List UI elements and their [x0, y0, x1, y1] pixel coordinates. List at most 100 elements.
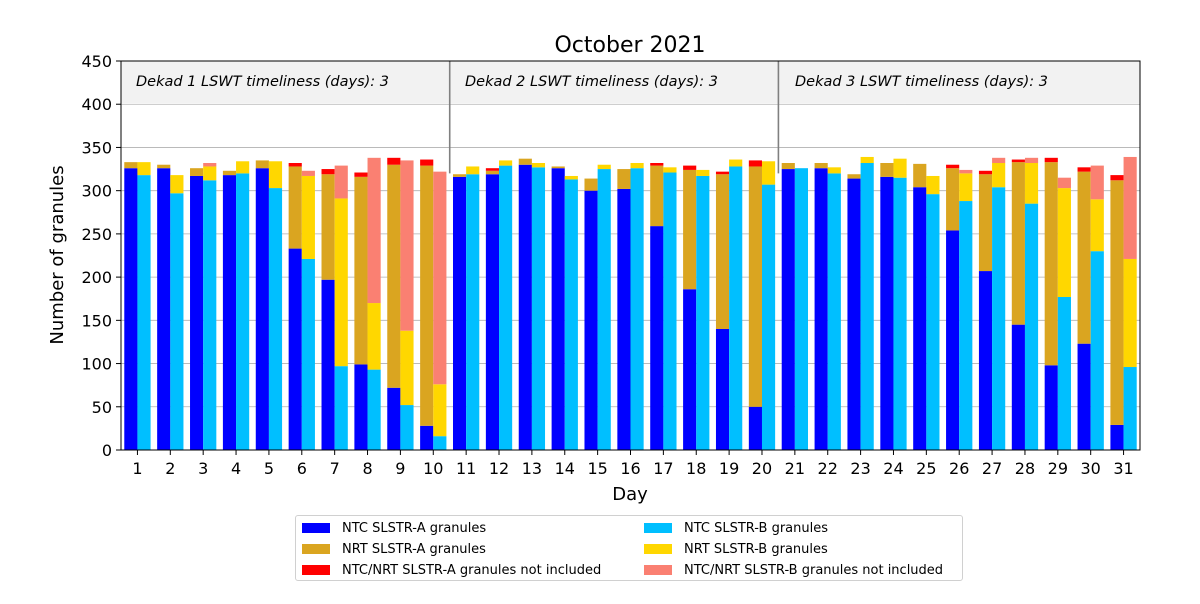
bar-ntc-nrt-slstr-b-granules-not-included-day-27	[992, 157, 1006, 164]
bar-nrt-slstr-b-granules-day-30	[1090, 199, 1104, 252]
bar-ntc-slstr-b-granules-day-7	[334, 366, 348, 450]
bar-ntc-nrt-slstr-a-granules-not-included-day-8	[354, 172, 368, 177]
bar-ntc-slstr-b-granules-day-20	[761, 184, 776, 451]
bar-ntc-slstr-a-granules-day-28	[1011, 324, 1025, 450]
legend-label: NTC/NRT SLSTR-B granules not included	[684, 562, 944, 578]
x-tick-label: 1	[132, 459, 142, 478]
bar-ntc-nrt-slstr-b-granules-not-included-day-29	[1057, 177, 1071, 189]
legend-label: NRT SLSTR-A granules	[342, 541, 486, 557]
bar-nrt-slstr-a-granules-day-7	[321, 174, 335, 280]
y-tick-label: 250	[81, 225, 112, 244]
x-tick-label: 31	[1113, 459, 1133, 478]
bar-ntc-slstr-a-granules-day-8	[354, 364, 368, 450]
bar-ntc-slstr-b-granules-day-24	[893, 177, 907, 450]
bar-nrt-slstr-a-granules-day-23	[847, 174, 861, 179]
bar-nrt-slstr-b-granules-day-12	[499, 160, 513, 166]
y-tick-label: 450	[81, 52, 112, 71]
legend-label: NTC SLSTR-A granules	[342, 520, 487, 536]
bar-ntc-slstr-a-granules-day-17	[650, 226, 664, 450]
bar-ntc-slstr-b-granules-day-28	[1024, 203, 1039, 450]
bar-ntc-slstr-b-granules-day-8	[367, 369, 381, 450]
bar-nrt-slstr-a-granules-day-5	[255, 160, 269, 169]
bar-ntc-slstr-b-granules-day-4	[236, 173, 250, 450]
bar-ntc-slstr-b-granules-day-23	[860, 163, 874, 450]
bar-nrt-slstr-a-granules-day-25	[913, 163, 927, 188]
bar-nrt-slstr-a-granules-day-30	[1077, 171, 1091, 344]
bar-nrt-slstr-b-granules-day-29	[1057, 188, 1071, 297]
bar-ntc-slstr-a-granules-day-31	[1110, 424, 1124, 450]
legend-swatch	[644, 523, 672, 533]
x-tick-label: 19	[719, 459, 739, 478]
legend-swatch	[644, 544, 672, 554]
bar-nrt-slstr-b-granules-day-19	[729, 159, 743, 167]
dekad-1-annotation: Dekad 1 LSWT timeliness (days): 3	[136, 74, 389, 90]
bar-ntc-nrt-slstr-b-granules-not-included-day-28	[1024, 157, 1039, 164]
bar-nrt-slstr-b-granules-day-1	[137, 162, 151, 176]
legend-label: NTC SLSTR-B granules	[684, 520, 829, 536]
y-tick-label: 300	[81, 182, 112, 201]
legend-swatch	[302, 565, 330, 575]
x-tick-label: 27	[982, 459, 1002, 478]
bar-ntc-slstr-b-granules-day-17	[663, 172, 677, 450]
x-tick-label: 2	[165, 459, 175, 478]
x-tick-label: 9	[395, 459, 405, 478]
bar-ntc-slstr-a-granules-day-30	[1077, 343, 1091, 450]
bar-ntc-slstr-a-granules-day-10	[420, 425, 434, 450]
bar-ntc-slstr-a-granules-day-15	[584, 190, 598, 450]
bar-ntc-slstr-b-granules-day-12	[499, 165, 513, 450]
x-tick-label: 15	[587, 459, 607, 478]
legend-item-ntc-b: NTC SLSTR-B granules	[644, 519, 828, 537]
bar-nrt-slstr-b-granules-day-4	[236, 161, 250, 174]
y-tick-label: 50	[92, 398, 112, 417]
bar-nrt-slstr-a-granules-day-27	[978, 174, 993, 272]
bar-ntc-nrt-slstr-a-granules-not-included-day-20	[748, 160, 762, 167]
bar-nrt-slstr-a-granules-day-2	[157, 164, 171, 169]
bar-ntc-slstr-b-granules-day-16	[630, 168, 644, 451]
bar-ntc-slstr-b-granules-day-14	[564, 179, 578, 450]
x-tick-label: 13	[522, 459, 542, 478]
bar-ntc-slstr-a-granules-day-2	[157, 168, 171, 451]
bar-nrt-slstr-a-granules-day-22	[814, 163, 828, 169]
bar-ntc-nrt-slstr-a-granules-not-included-day-26	[946, 164, 960, 169]
bar-nrt-slstr-a-granules-day-26	[946, 168, 960, 231]
bar-nrt-slstr-a-granules-day-18	[683, 169, 697, 290]
bar-ntc-slstr-b-granules-day-31	[1123, 367, 1137, 450]
bar-nrt-slstr-b-granules-day-27	[992, 163, 1006, 188]
bar-nrt-slstr-a-granules-day-31	[1110, 180, 1124, 425]
bar-ntc-slstr-b-granules-day-11	[466, 174, 480, 450]
bar-nrt-slstr-b-granules-day-24	[893, 158, 907, 178]
bar-ntc-nrt-slstr-a-granules-not-included-day-29	[1044, 157, 1058, 163]
bar-ntc-nrt-slstr-b-granules-not-included-day-10	[433, 171, 447, 385]
bar-ntc-nrt-slstr-a-granules-not-included-day-10	[420, 159, 434, 166]
bar-nrt-slstr-a-granules-day-21	[781, 163, 795, 170]
bar-ntc-nrt-slstr-b-granules-not-included-day-3	[203, 163, 217, 167]
x-tick-label: 11	[456, 459, 476, 478]
bar-nrt-slstr-b-granules-day-14	[564, 175, 578, 180]
bar-ntc-nrt-slstr-a-granules-not-included-day-31	[1110, 175, 1124, 181]
bar-nrt-slstr-b-granules-day-6	[301, 175, 315, 259]
y-tick-label: 100	[81, 355, 112, 374]
legend-label: NTC/NRT SLSTR-A granules not included	[342, 562, 602, 578]
bar-ntc-nrt-slstr-a-granules-not-included-day-30	[1077, 167, 1091, 172]
bar-ntc-slstr-a-granules-day-9	[387, 387, 401, 450]
dekad-3-annotation: Dekad 3 LSWT timeliness (days): 3	[795, 74, 1048, 90]
y-axis-label: Number of granules	[47, 165, 68, 344]
legend-item-excluded-b: NTC/NRT SLSTR-B granules not included	[644, 561, 943, 579]
bar-ntc-slstr-a-granules-day-24	[880, 176, 894, 450]
bar-ntc-slstr-a-granules-day-29	[1044, 365, 1058, 450]
bar-nrt-slstr-a-granules-day-16	[617, 169, 631, 189]
bar-nrt-slstr-b-granules-day-28	[1024, 163, 1039, 204]
x-tick-label: 7	[330, 459, 340, 478]
bar-ntc-slstr-b-granules-day-1	[137, 175, 151, 450]
bar-nrt-slstr-a-granules-day-11	[452, 174, 467, 177]
bar-nrt-slstr-a-granules-day-13	[518, 158, 532, 165]
bar-ntc-slstr-b-granules-day-2	[170, 193, 184, 450]
bar-ntc-slstr-a-granules-day-3	[190, 175, 204, 450]
legend-swatch	[644, 565, 672, 575]
bar-ntc-slstr-b-granules-day-5	[268, 188, 283, 450]
bar-nrt-slstr-b-granules-day-23	[860, 156, 874, 164]
bar-ntc-nrt-slstr-a-granules-not-included-day-12	[485, 168, 500, 171]
x-tick-label: 25	[916, 459, 936, 478]
